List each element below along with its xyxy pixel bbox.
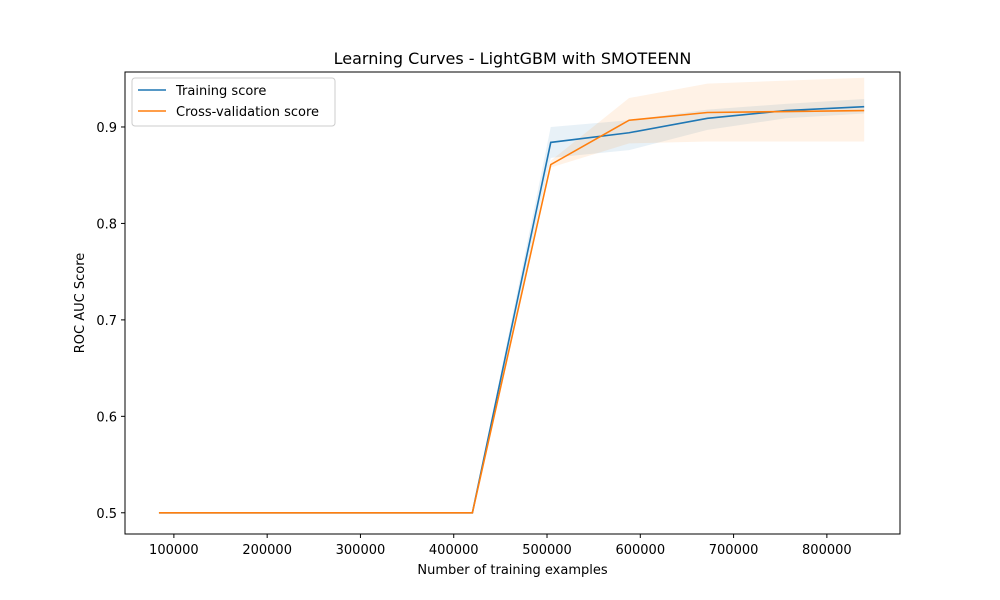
confidence-bands [158, 77, 865, 513]
legend: Training score Cross-validation score [131, 77, 336, 127]
y-tick-label: 0.5 [96, 507, 117, 522]
x-axis-label: Number of training examples [417, 563, 607, 578]
x-tick-label: 300000 [336, 543, 386, 558]
y-tick-label: 0.8 [96, 217, 117, 232]
y-axis-label: ROC AUC Score [73, 253, 88, 354]
series-line-cross-validation [158, 109, 865, 514]
x-tick-label: 500000 [522, 543, 572, 558]
legend-label: Cross-validation score [176, 105, 319, 120]
x-axis: 100000 200000 300000 400000 500000 600000 7000… [149, 534, 852, 558]
y-axis: 0.5 0.6 0.7 0.8 0.9 [96, 121, 125, 522]
y-tick-label: 0.7 [96, 314, 117, 329]
plot-area-frame [124, 71, 901, 535]
legend-box [131, 77, 336, 127]
legend-label: Training score [175, 84, 266, 99]
x-tick-label: 400000 [429, 543, 479, 558]
x-tick-label: 200000 [242, 543, 292, 558]
y-tick-label: 0.9 [96, 121, 117, 136]
x-tick-label: 800000 [802, 543, 852, 558]
confidence-band-training [158, 99, 865, 513]
confidence-band-cross-validation [158, 77, 865, 513]
series-line-training [158, 105, 865, 514]
x-tick-label: 600000 [615, 543, 665, 558]
x-tick-label: 700000 [709, 543, 759, 558]
series-lines [158, 105, 865, 514]
x-tick-label: 100000 [149, 543, 199, 558]
chart-title: Learning Curves - LightGBM with SMOTEENN [334, 49, 692, 68]
y-tick-label: 0.6 [96, 410, 117, 425]
